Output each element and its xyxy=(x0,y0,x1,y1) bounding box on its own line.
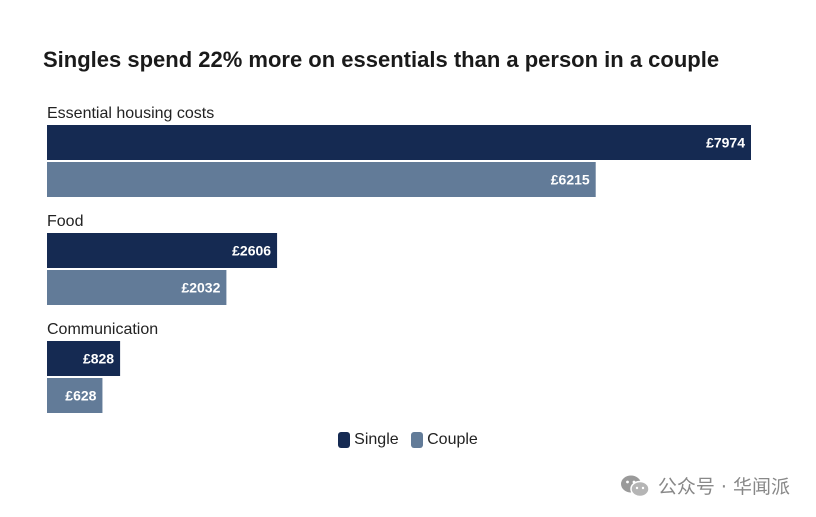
legend: Single Couple xyxy=(0,431,816,453)
bar-value-label: £6215 xyxy=(551,172,590,188)
bar-value-label: £828 xyxy=(83,351,114,367)
bar-single xyxy=(47,341,121,376)
legend-item-couple: Couple xyxy=(411,431,478,449)
legend-swatch-single xyxy=(338,432,351,448)
wechat-icon xyxy=(620,475,650,497)
category-label: Food xyxy=(47,213,83,230)
legend-swatch-couple xyxy=(411,432,424,448)
watermark-text: 公众号 · 华闻派 xyxy=(657,476,790,498)
watermark: 公众号 · 华闻派 xyxy=(620,472,790,499)
legend-item-single: Single xyxy=(338,431,399,449)
category-label: Essential housing costs xyxy=(47,105,214,122)
bar-value-label: £2032 xyxy=(181,280,220,296)
bar-single xyxy=(47,233,278,268)
legend-label-single: Single xyxy=(354,431,399,448)
legend-label-couple: Couple xyxy=(427,431,478,448)
bar-single xyxy=(47,125,751,160)
bar-value-label: £2606 xyxy=(232,243,271,259)
bar-couple xyxy=(47,162,596,197)
bar-couple xyxy=(47,378,103,413)
chart-title: Singles spend 22% more on essentials tha… xyxy=(43,47,720,72)
category-label: Communication xyxy=(47,321,158,338)
bar-value-label: £7974 xyxy=(706,135,745,151)
bar-couple xyxy=(47,270,227,305)
bar-value-label: £628 xyxy=(65,388,96,404)
